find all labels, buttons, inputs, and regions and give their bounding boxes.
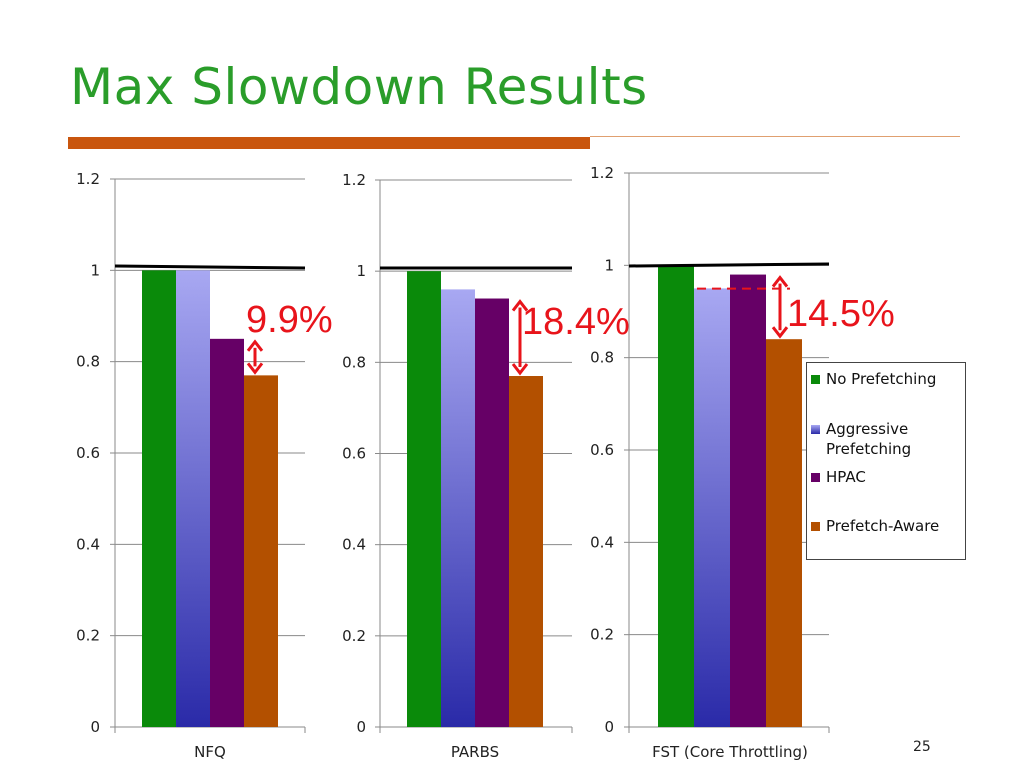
annotation-arrowhead [246, 362, 264, 375]
y-tick-label: 1.2 [76, 170, 100, 188]
y-tick-label: 0.2 [342, 627, 366, 645]
bar-hpac [730, 274, 766, 727]
annotation-arrowhead [771, 275, 789, 288]
x-category-label: NFQ [194, 743, 226, 761]
bar-aggressive-prefetching [694, 288, 730, 727]
bar-no-prefetching [407, 271, 441, 727]
slide-title: Max Slowdown Results [70, 58, 648, 116]
legend-swatch [811, 473, 820, 482]
y-tick-label: 0.6 [342, 445, 366, 463]
bar-hpac [210, 338, 244, 727]
annotation-label: 14.5% [787, 293, 895, 335]
y-tick-label: 1 [356, 262, 366, 280]
legend-label: HPAC [826, 468, 866, 486]
annotation-label: 9.9% [246, 299, 333, 341]
bar-prefetch-aware [244, 375, 278, 727]
y-tick-label: 1.2 [342, 171, 366, 189]
y-tick-label: 0 [356, 718, 366, 736]
y-tick-label: 0 [90, 718, 100, 736]
baseline-line [628, 262, 830, 268]
bar-prefetch-aware [766, 339, 802, 727]
legend-label: Aggressive Prefetching [826, 420, 912, 458]
annotation-arrowhead [246, 339, 264, 352]
y-tick-label: 0.2 [590, 626, 614, 644]
y-tick-label: 0.8 [590, 349, 614, 367]
y-tick-label: 0.6 [76, 444, 100, 462]
y-tick-label: 0.6 [590, 441, 614, 459]
legend: No Prefetching Aggressive Prefetching HP… [806, 362, 966, 560]
y-tick-label: 1 [604, 256, 614, 274]
bar-no-prefetching [658, 265, 694, 727]
title-underline-thin [590, 136, 960, 137]
x-category-label: FST (Core Throttling) [652, 743, 808, 761]
y-tick-label: 1 [90, 261, 100, 279]
legend-swatch [811, 375, 820, 384]
bar-aggressive-prefetching [176, 270, 210, 727]
legend-swatch [811, 425, 820, 434]
title-underline [68, 137, 590, 149]
annotation-arrowhead [771, 326, 789, 339]
y-tick-label: 0.2 [76, 627, 100, 645]
y-tick-label: 0.4 [590, 533, 614, 551]
y-tick-label: 0.4 [342, 536, 366, 554]
y-tick-label: 1.2 [590, 164, 614, 182]
annotation-label: 18.4% [522, 301, 630, 343]
bar-hpac [475, 298, 509, 727]
baseline-line [114, 264, 306, 270]
y-tick-label: 0.8 [76, 353, 100, 371]
y-tick-label: 0.8 [342, 353, 366, 371]
legend-swatch [811, 522, 820, 531]
annotation-arrowhead [511, 363, 529, 376]
y-tick-label: 0.4 [76, 535, 100, 553]
y-tick-label: 0 [604, 718, 614, 736]
annotation-arrowhead [511, 299, 529, 312]
bar-aggressive-prefetching [441, 289, 475, 727]
x-category-label: PARBS [451, 743, 499, 761]
bar-prefetch-aware [509, 376, 543, 727]
legend-label: Prefetch-Aware [826, 517, 940, 535]
bar-no-prefetching [142, 270, 176, 727]
page-number: 25 [913, 739, 931, 755]
legend-label: No Prefetching [826, 370, 937, 388]
